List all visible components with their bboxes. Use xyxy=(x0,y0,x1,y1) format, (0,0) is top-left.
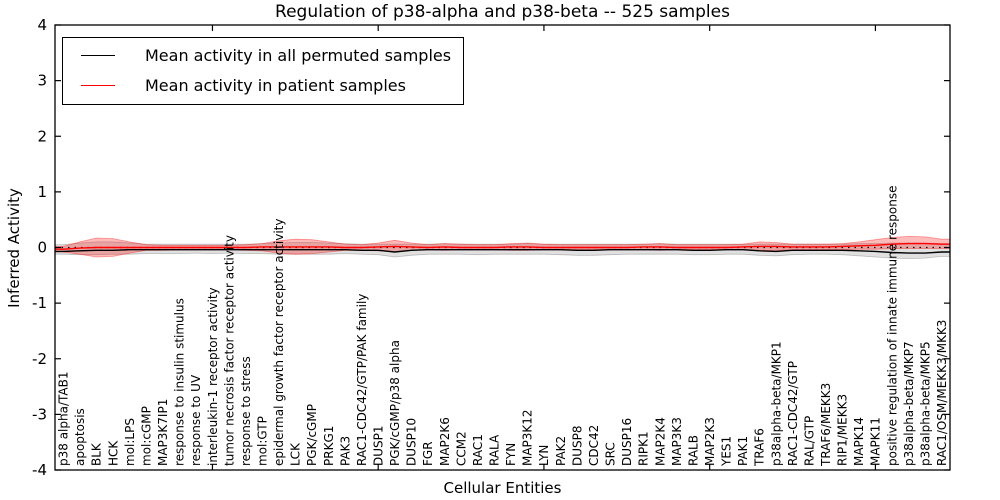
x-entity-label: RALB xyxy=(686,435,700,466)
x-entity-label: FGR xyxy=(421,441,435,466)
y-axis-label: Inferred Activity xyxy=(5,188,23,308)
mean-patient-line xyxy=(55,242,950,250)
x-entity-label: RALA xyxy=(488,434,502,466)
x-entity-label: interleukin-1 receptor activity xyxy=(206,287,220,466)
x-entity-label: PAK2 xyxy=(554,436,568,466)
x-entity-label: MAPK14 xyxy=(852,417,866,466)
x-entity-label: TRAF6/MEKK3 xyxy=(819,383,833,467)
x-entity-label: DUSP8 xyxy=(570,425,584,466)
x-entity-label: MAPK11 xyxy=(869,417,883,466)
x-entity-label: PGK/cGMP/p38 alpha xyxy=(388,340,402,466)
x-entity-label: RIPK1 xyxy=(637,431,651,466)
legend-item-patient: Mean activity in patient samples xyxy=(75,70,451,100)
x-entity-label: MAP3K12 xyxy=(521,409,535,466)
plot-frame xyxy=(54,24,951,471)
x-entity-label: LCK xyxy=(289,442,303,466)
x-entity-label: DUSP16 xyxy=(620,418,634,466)
x-entity-label: DUSP1 xyxy=(372,425,386,466)
x-entity-label: LYN xyxy=(537,445,551,466)
x-entity-label: HCK xyxy=(106,440,120,466)
x-entity-label: CDC42 xyxy=(587,425,601,466)
x-entity-label: TRAF6 xyxy=(753,428,767,467)
x-entity-label: mol:LPS xyxy=(123,418,137,466)
y-tick-label: -2 xyxy=(32,350,47,368)
x-entity-label: positive regulation of innate immune res… xyxy=(885,186,899,466)
x-entity-label: PAK3 xyxy=(338,436,352,466)
x-entity-label: BLK xyxy=(90,442,104,466)
x-entity-label: MAP2K6 xyxy=(438,417,452,466)
x-entity-label: RAL/GTP xyxy=(802,416,816,466)
legend-box: Mean activity in all permuted samples Me… xyxy=(62,37,465,105)
y-tick-label: 4 xyxy=(37,16,47,34)
x-entity-label: RAC1-CDC42/GTP/PAK family xyxy=(355,294,369,466)
patient-line-swatch xyxy=(81,84,115,86)
x-entity-label: p38 alpha/TAB1 xyxy=(57,372,71,466)
mean-permuted-line xyxy=(55,248,950,254)
x-entity-label: MAP3K3 xyxy=(670,417,684,466)
x-axis-label: Cellular Entities xyxy=(443,479,562,497)
legend-label-patient: Mean activity in patient samples xyxy=(145,75,406,95)
x-entity-label: RAC1/OSM/MEKK3/MKK3 xyxy=(935,320,949,466)
x-entity-label: mol:GTP xyxy=(256,416,270,466)
x-entity-label: MAP2K3 xyxy=(703,417,717,466)
x-entity-label: response to UV xyxy=(189,374,203,466)
y-tick-label: 1 xyxy=(37,183,47,201)
y-tick-label: 0 xyxy=(37,239,47,257)
x-entity-label: p38alpha-beta/MKP7 xyxy=(902,341,916,466)
chart-title: Regulation of p38-alpha and p38-beta -- … xyxy=(275,2,730,22)
x-entity-label: RIP1/MEKK3 xyxy=(836,394,850,466)
y-tick-label: 2 xyxy=(37,127,47,145)
x-entity-label: PGK/cGMP xyxy=(305,404,319,466)
x-entity-label: RAC1 xyxy=(471,434,485,466)
x-entity-label: MAP3K7IP1 xyxy=(156,399,170,466)
x-entity-label: RAC1-CDC42/GTP xyxy=(786,361,800,466)
x-entity-label: PAK1 xyxy=(736,436,750,466)
x-entity-label: response to stress xyxy=(239,356,253,466)
legend-label-permuted: Mean activity in all permuted samples xyxy=(145,45,452,65)
x-entity-label: DUSP10 xyxy=(405,418,419,466)
legend-item-permuted: Mean activity in all permuted samples xyxy=(75,40,451,70)
x-entity-label: tumor necrosis factor receptor activity xyxy=(222,235,236,466)
y-tick-label: -4 xyxy=(32,461,47,479)
x-entity-label: MAP2K4 xyxy=(653,417,667,466)
y-tick-label: 3 xyxy=(37,72,47,90)
x-entity-label: mol:cGMP xyxy=(140,406,154,466)
x-entity-label: epidermal growth factor receptor activit… xyxy=(272,219,286,466)
x-entity-label: PRKG1 xyxy=(322,426,336,466)
x-entity-label: FYN xyxy=(504,443,518,466)
x-entity-label: response to insulin stimulus xyxy=(173,298,187,466)
x-entity-label: p38alpha-beta/MKP5 xyxy=(918,341,932,466)
x-entity-label: apoptosis xyxy=(73,408,87,466)
x-entity-label: SRC xyxy=(604,442,618,466)
y-tick-label: -3 xyxy=(32,405,47,423)
permuted-line-swatch xyxy=(81,54,115,56)
x-entity-label: YES1 xyxy=(720,436,734,467)
y-tick-label: -1 xyxy=(32,294,47,312)
x-entity-label: CCM2 xyxy=(454,431,468,466)
x-entity-label: p38alpha-beta/MKP1 xyxy=(769,341,783,466)
